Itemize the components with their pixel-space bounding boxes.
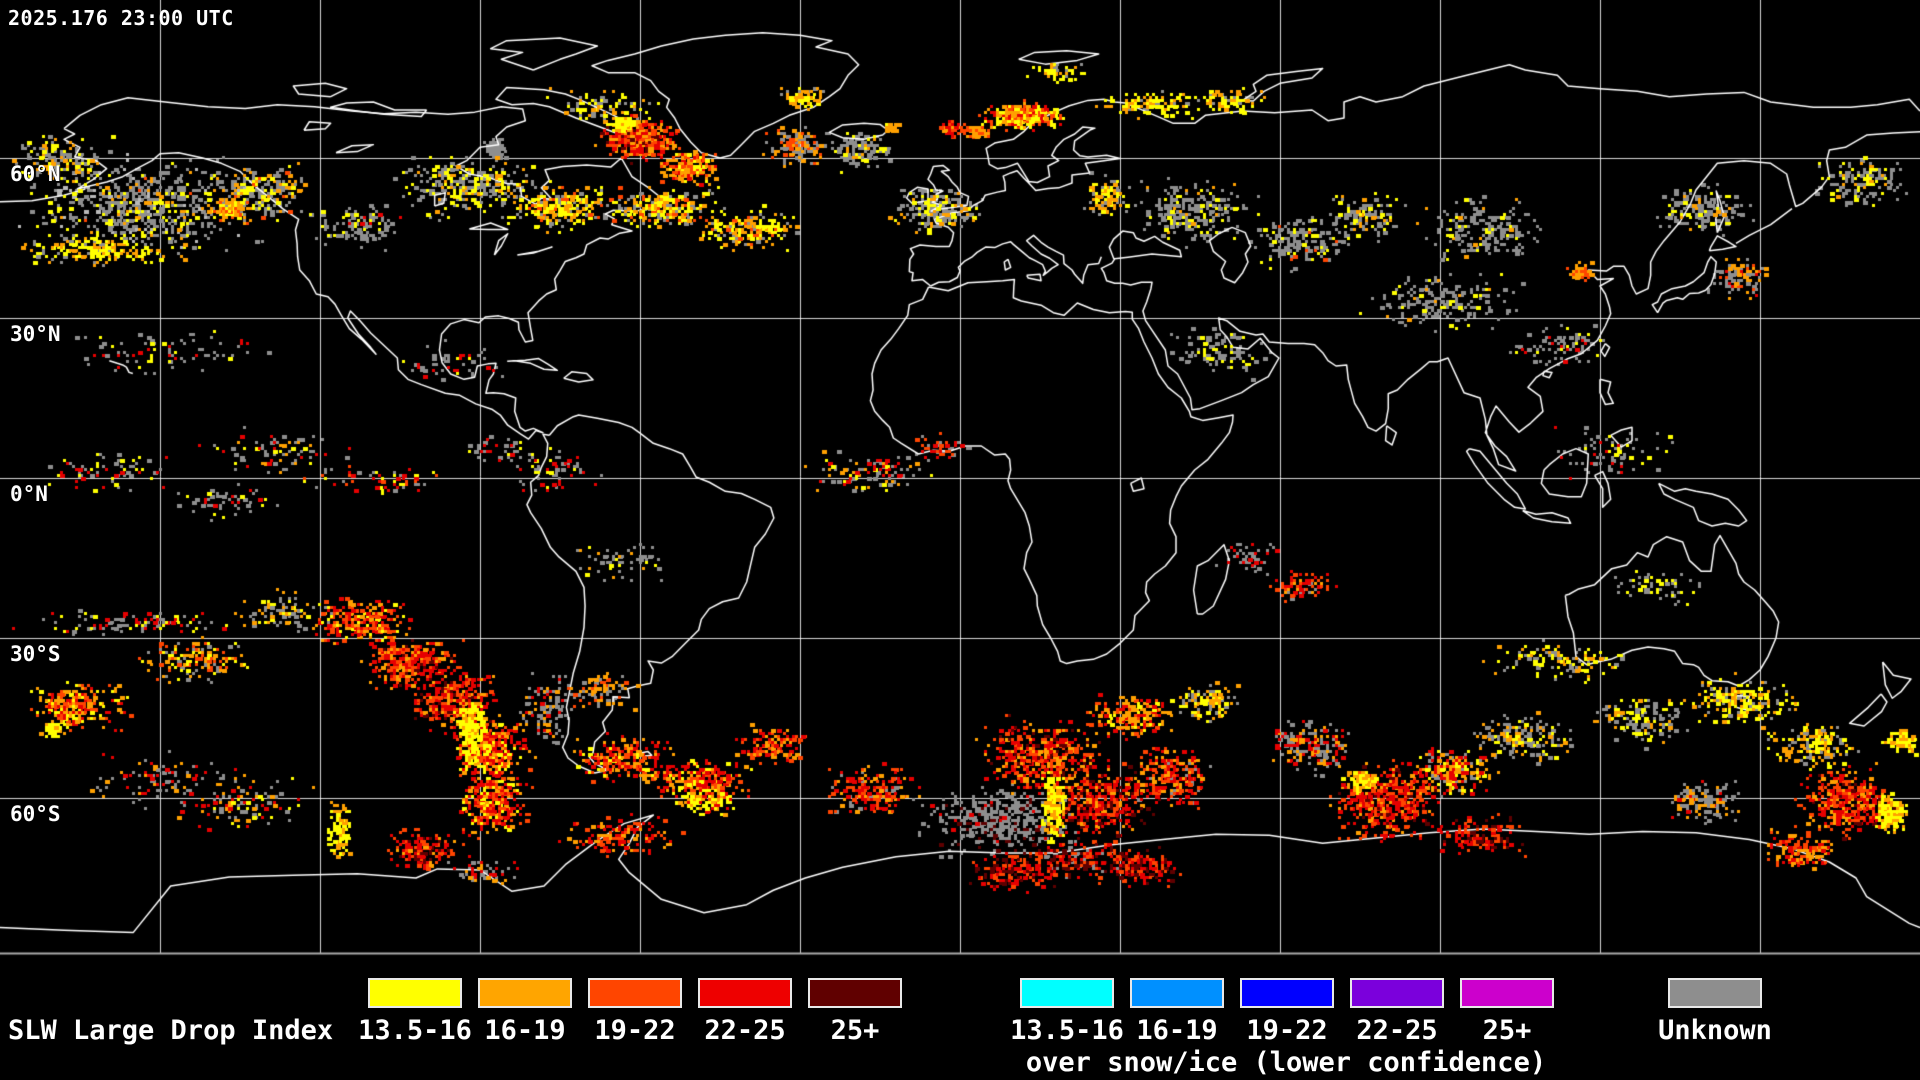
legend-swatch-standard-0 [368, 978, 462, 1008]
latitude-label-4: 60°S [10, 802, 61, 826]
legend-swatch-label-snowice-1: 16-19 [1136, 1015, 1218, 1046]
legend-swatch-standard-4 [808, 978, 902, 1008]
legend-swatch-snowice-1 [1130, 978, 1224, 1008]
world-map-canvas [0, 0, 1920, 956]
legend-swatch-unknown-0 [1668, 978, 1762, 1008]
legend-swatch-label-standard-3: 22-25 [704, 1015, 786, 1046]
legend-swatch-label-snowice-4: 25+ [1482, 1015, 1532, 1046]
latitude-label-2: 0°N [10, 482, 48, 506]
legend-swatch-label-standard-4: 25+ [830, 1015, 880, 1046]
legend-swatch-snowice-2 [1240, 978, 1334, 1008]
timestamp-label: 2025.176 23:00 UTC [8, 6, 234, 30]
legend-swatch-standard-2 [588, 978, 682, 1008]
legend-swatch-label-snowice-3: 22-25 [1356, 1015, 1438, 1046]
legend-swatch-label-unknown-0: Unknown [1658, 1015, 1772, 1046]
legend-swatch-label-standard-0: 13.5-16 [358, 1015, 472, 1046]
legend-title: SLW Large Drop Index [8, 1015, 334, 1046]
latitude-label-3: 30°S [10, 642, 61, 666]
legend-swatch-label-standard-2: 19-22 [594, 1015, 676, 1046]
legend-swatch-snowice-3 [1350, 978, 1444, 1008]
legend-swatch-label-snowice-2: 19-22 [1246, 1015, 1328, 1046]
legend-swatch-snowice-4 [1460, 978, 1554, 1008]
legend-swatch-standard-1 [478, 978, 572, 1008]
latitude-label-1: 30°N [10, 322, 61, 346]
legend-swatch-label-standard-1: 16-19 [484, 1015, 566, 1046]
legend-snowice-caption: over snow/ice (lower confidence) [1025, 1047, 1547, 1078]
legend-swatch-label-snowice-0: 13.5-16 [1010, 1015, 1124, 1046]
legend-swatch-snowice-0 [1020, 978, 1114, 1008]
latitude-label-0: 60°N [10, 162, 61, 186]
legend-swatch-standard-3 [698, 978, 792, 1008]
